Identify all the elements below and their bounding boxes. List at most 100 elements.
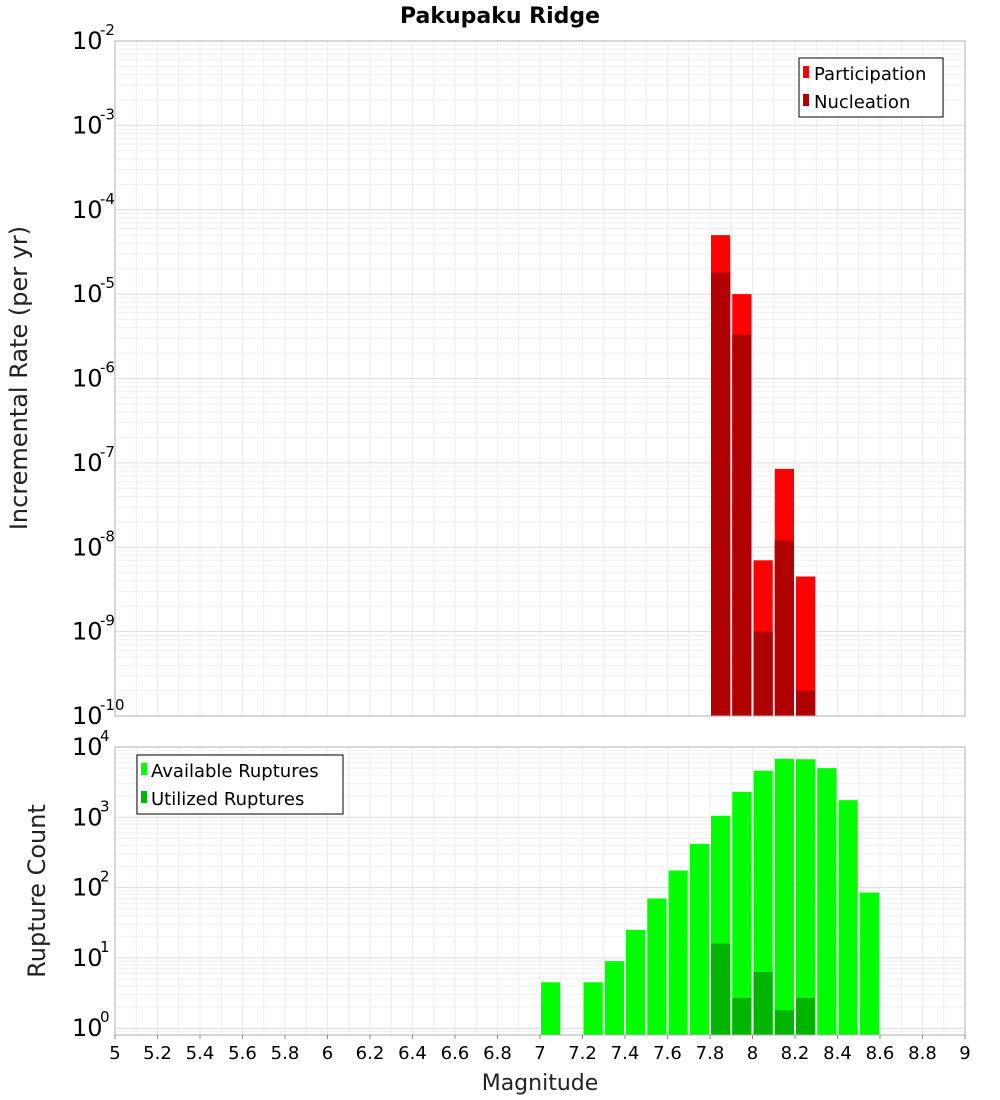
top-bar-nucleation: [796, 690, 816, 716]
top-panel: 10-210-310-410-510-610-710-810-910-10 In…: [5, 21, 966, 730]
top-bar-nucleation: [711, 272, 731, 716]
legend-label-utilized: Utilized Ruptures: [151, 789, 304, 810]
bottom-bar-utilized-ruptures: [711, 943, 731, 1035]
x-tick-label: 5.6: [228, 1043, 257, 1064]
bottom-bar-available-ruptures: [689, 843, 709, 1035]
y-tick-base: 10: [72, 944, 103, 972]
legend-swatch-available: [141, 763, 147, 775]
y-tick-base: 10: [72, 803, 103, 831]
bottom-bar-utilized-ruptures: [796, 997, 816, 1035]
y-tick-base: 10: [72, 874, 103, 902]
bottom-y-axis-label: Rupture Count: [23, 804, 51, 978]
y-tick-exponent: 0: [100, 1008, 110, 1026]
y-tick-exponent: -4: [100, 190, 115, 208]
top-bar-nucleation: [774, 540, 794, 716]
bottom-bar-available-ruptures: [647, 898, 667, 1035]
y-tick-label: 10-2: [72, 21, 115, 55]
legend-swatch-nucleation: [803, 94, 809, 106]
y-tick-base: 10: [72, 449, 103, 477]
bottom-bar-available-ruptures: [668, 870, 688, 1035]
x-tick-label: 5: [109, 1043, 120, 1064]
y-tick-label: 10-8: [72, 527, 115, 561]
top-plot-border: [114, 40, 966, 717]
bottom-x-ticks: 5 5.2 5.4 5.6 5.8 6 6.2 6.4 6.6 6.8 7 7.2 7.4 7.6 7.8 8…: [109, 1035, 971, 1064]
y-tick-exponent: -5: [100, 274, 115, 292]
x-tick-label: 5.4: [186, 1043, 215, 1064]
y-tick-base: 10: [72, 733, 103, 761]
bottom-bar-available-ruptures: [583, 982, 603, 1035]
y-tick-base: 10: [72, 533, 103, 561]
y-tick-exponent: -7: [100, 443, 115, 461]
x-tick-label: 6.8: [483, 1043, 512, 1064]
y-tick-base: 10: [72, 1014, 103, 1042]
legend-swatch-utilized: [141, 791, 147, 803]
bottom-bar-available-ruptures: [626, 929, 646, 1035]
bottom-bar-available-ruptures: [541, 982, 561, 1035]
y-tick-base: 10: [72, 27, 103, 55]
chart-title: Pakupaku Ridge: [400, 4, 600, 29]
y-tick-exponent: 3: [100, 797, 110, 815]
y-tick-label: 101: [72, 938, 110, 972]
y-tick-base: 10: [72, 618, 103, 646]
y-tick-label: 10-9: [72, 612, 115, 646]
x-tick-label: 8: [747, 1043, 758, 1064]
y-tick-label: 10-5: [72, 274, 115, 308]
x-tick-label: 7.4: [611, 1043, 640, 1064]
x-tick-label: 6.2: [356, 1043, 385, 1064]
x-tick-label: 7.6: [653, 1043, 682, 1064]
y-tick-label: 10-3: [72, 105, 115, 139]
bottom-legend-box: [136, 754, 344, 815]
x-tick-label: 7: [534, 1043, 545, 1064]
x-tick-label: 8.4: [823, 1043, 852, 1064]
y-tick-base: 10: [72, 280, 103, 308]
x-tick-label: 6: [322, 1043, 333, 1064]
top-bars: [711, 235, 816, 716]
bottom-bar-available-ruptures: [796, 759, 816, 1035]
y-tick-exponent: -6: [100, 359, 115, 377]
top-bar-participation: [796, 576, 816, 716]
y-tick-base: 10: [72, 365, 103, 393]
y-tick-base: 10: [72, 111, 103, 139]
legend-label-participation: Participation: [814, 64, 926, 85]
bottom-bar-utilized-ruptures: [732, 997, 752, 1035]
x-tick-label: 8.2: [781, 1043, 810, 1064]
y-tick-exponent: 4: [100, 727, 110, 745]
y-tick-exponent: -9: [100, 612, 115, 630]
top-bar-nucleation: [732, 334, 752, 716]
y-tick-base: 10: [72, 196, 103, 224]
y-tick-label: 102: [72, 868, 110, 902]
y-tick-exponent: 1: [100, 938, 110, 956]
y-tick-label: 103: [72, 797, 110, 831]
x-tick-label: 5.2: [143, 1043, 172, 1064]
x-tick-label: 9: [959, 1043, 970, 1064]
y-tick-label: 10-4: [72, 190, 115, 224]
top-y-axis-label: Incremental Rate (per yr): [5, 226, 33, 530]
top-legend: Participation Nucleation: [798, 57, 944, 118]
y-tick-label: 10-10: [72, 696, 125, 730]
y-tick-exponent: -3: [100, 105, 115, 123]
y-tick-base: 10: [72, 702, 103, 730]
bottom-legend: Available Ruptures Utilized Ruptures: [136, 754, 344, 815]
top-grid: [114, 40, 966, 717]
x-tick-label: 7.2: [568, 1043, 597, 1064]
y-tick-label: 10-7: [72, 443, 115, 477]
bottom-bar-available-ruptures: [838, 800, 858, 1035]
bottom-bar-available-ruptures: [817, 768, 837, 1035]
bottom-bar-available-ruptures: [732, 791, 752, 1035]
x-tick-label: 6.6: [441, 1043, 470, 1064]
bottom-bar-available-ruptures: [604, 961, 624, 1035]
y-tick-exponent: -2: [100, 21, 115, 39]
bottom-bar-available-ruptures: [753, 770, 773, 1035]
legend-label-available: Available Ruptures: [151, 761, 319, 782]
y-tick-label: 104: [72, 727, 110, 761]
y-tick-label: 10-6: [72, 359, 115, 393]
y-tick-exponent: -8: [100, 527, 115, 545]
bottom-bar-available-ruptures: [774, 758, 794, 1035]
x-axis-label: Magnitude: [482, 1071, 599, 1096]
legend-swatch-participation: [803, 66, 809, 78]
x-tick-label: 5.8: [271, 1043, 300, 1064]
top-y-ticks: 10-210-310-410-510-610-710-810-910-10: [72, 21, 125, 730]
top-legend-box: [798, 57, 944, 118]
